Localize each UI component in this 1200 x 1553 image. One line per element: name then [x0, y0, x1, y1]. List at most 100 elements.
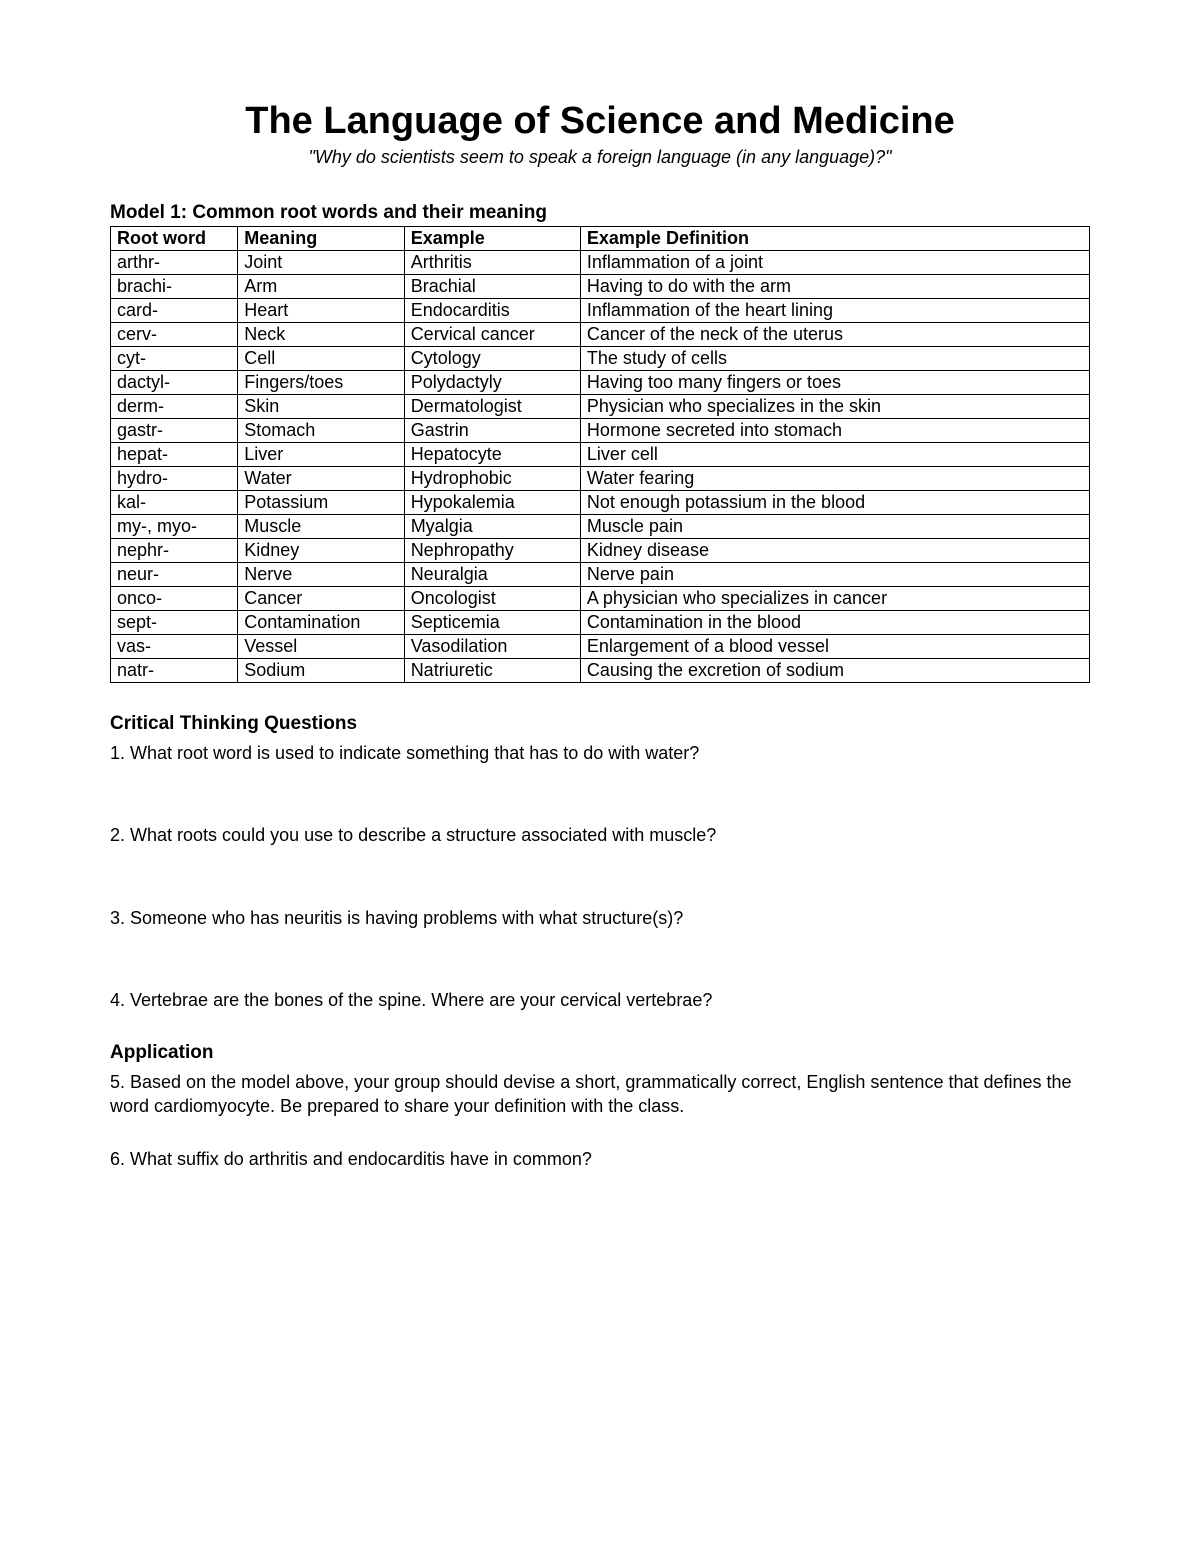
question-2: 2. What roots could you use to describe … — [110, 823, 1090, 847]
table-cell: The study of cells — [580, 347, 1089, 371]
table-cell: Neck — [238, 323, 404, 347]
application-heading: Application — [110, 1042, 1090, 1064]
col-header-example: Example — [404, 227, 580, 251]
page-title: The Language of Science and Medicine — [110, 100, 1090, 143]
table-cell: Physician who specializes in the skin — [580, 395, 1089, 419]
table-cell: Having to do with the arm — [580, 275, 1089, 299]
table-cell: Polydactyly — [404, 371, 580, 395]
table-cell: Not enough potassium in the blood — [580, 491, 1089, 515]
table-cell: cerv- — [111, 323, 238, 347]
col-header-definition: Example Definition — [580, 227, 1089, 251]
table-cell: Hydrophobic — [404, 467, 580, 491]
table-cell: Contamination — [238, 611, 404, 635]
table-cell: arthr- — [111, 251, 238, 275]
table-cell: Sodium — [238, 659, 404, 683]
table-cell: Cell — [238, 347, 404, 371]
table-cell: Fingers/toes — [238, 371, 404, 395]
table-cell: Cytology — [404, 347, 580, 371]
table-row: brachi-ArmBrachialHaving to do with the … — [111, 275, 1090, 299]
table-cell: nephr- — [111, 539, 238, 563]
table-cell: Cancer — [238, 587, 404, 611]
table-row: hepat-LiverHepatocyteLiver cell — [111, 443, 1090, 467]
table-cell: Vasodilation — [404, 635, 580, 659]
table-cell: Myalgia — [404, 515, 580, 539]
page-subtitle: "Why do scientists seem to speak a forei… — [110, 147, 1090, 168]
table-cell: Natriuretic — [404, 659, 580, 683]
table-row: natr-SodiumNatriureticCausing the excret… — [111, 659, 1090, 683]
table-cell: Nerve pain — [580, 563, 1089, 587]
table-cell: Hypokalemia — [404, 491, 580, 515]
table-row: cyt-CellCytologyThe study of cells — [111, 347, 1090, 371]
table-cell: Muscle — [238, 515, 404, 539]
table-row: cerv-NeckCervical cancerCancer of the ne… — [111, 323, 1090, 347]
table-cell: natr- — [111, 659, 238, 683]
question-3: 3. Someone who has neuritis is having pr… — [110, 906, 1090, 930]
table-cell: Endocarditis — [404, 299, 580, 323]
table-cell: Muscle pain — [580, 515, 1089, 539]
table-cell: Water fearing — [580, 467, 1089, 491]
table-row: gastr-StomachGastrinHormone secreted int… — [111, 419, 1090, 443]
table-cell: Skin — [238, 395, 404, 419]
table-row: sept-ContaminationSepticemiaContaminatio… — [111, 611, 1090, 635]
question-1: 1. What root word is used to indicate so… — [110, 741, 1090, 765]
table-cell: Joint — [238, 251, 404, 275]
table-row: hydro-WaterHydrophobicWater fearing — [111, 467, 1090, 491]
table-cell: brachi- — [111, 275, 238, 299]
table-row: dactyl-Fingers/toesPolydactylyHaving too… — [111, 371, 1090, 395]
model-heading: Model 1: Common root words and their mea… — [110, 202, 1090, 224]
table-cell: Liver — [238, 443, 404, 467]
table-cell: my-, myo- — [111, 515, 238, 539]
table-row: derm-SkinDermatologistPhysician who spec… — [111, 395, 1090, 419]
table-cell: Kidney — [238, 539, 404, 563]
table-cell: Inflammation of a joint — [580, 251, 1089, 275]
table-cell: Contamination in the blood — [580, 611, 1089, 635]
table-cell: Arm — [238, 275, 404, 299]
table-row: card-HeartEndocarditisInflammation of th… — [111, 299, 1090, 323]
table-cell: Potassium — [238, 491, 404, 515]
table-cell: Water — [238, 467, 404, 491]
table-cell: hydro- — [111, 467, 238, 491]
table-cell: Arthritis — [404, 251, 580, 275]
table-cell: Liver cell — [580, 443, 1089, 467]
table-cell: Kidney disease — [580, 539, 1089, 563]
table-cell: Gastrin — [404, 419, 580, 443]
table-cell: Nephropathy — [404, 539, 580, 563]
table-cell: Cervical cancer — [404, 323, 580, 347]
page: The Language of Science and Medicine "Wh… — [0, 0, 1200, 1231]
col-header-meaning: Meaning — [238, 227, 404, 251]
table-cell: dactyl- — [111, 371, 238, 395]
table-cell: onco- — [111, 587, 238, 611]
table-cell: Heart — [238, 299, 404, 323]
table-row: my-, myo-MuscleMyalgiaMuscle pain — [111, 515, 1090, 539]
table-cell: kal- — [111, 491, 238, 515]
table-cell: Brachial — [404, 275, 580, 299]
table-cell: Hormone secreted into stomach — [580, 419, 1089, 443]
table-row: neur-NerveNeuralgiaNerve pain — [111, 563, 1090, 587]
ctq-heading: Critical Thinking Questions — [110, 713, 1090, 735]
table-cell: derm- — [111, 395, 238, 419]
table-cell: Hepatocyte — [404, 443, 580, 467]
question-6: 6. What suffix do arthritis and endocard… — [110, 1147, 1090, 1171]
table-row: onco-CancerOncologistA physician who spe… — [111, 587, 1090, 611]
table-cell: gastr- — [111, 419, 238, 443]
table-cell: Inflammation of the heart lining — [580, 299, 1089, 323]
table-cell: Vessel — [238, 635, 404, 659]
table-cell: Cancer of the neck of the uterus — [580, 323, 1089, 347]
table-cell: sept- — [111, 611, 238, 635]
table-cell: Dermatologist — [404, 395, 580, 419]
table-cell: cyt- — [111, 347, 238, 371]
question-5: 5. Based on the model above, your group … — [110, 1070, 1090, 1119]
col-header-root: Root word — [111, 227, 238, 251]
table-cell: Oncologist — [404, 587, 580, 611]
table-header-row: Root word Meaning Example Example Defini… — [111, 227, 1090, 251]
table-cell: Nerve — [238, 563, 404, 587]
question-4: 4. Vertebrae are the bones of the spine.… — [110, 988, 1090, 1012]
table-cell: vas- — [111, 635, 238, 659]
table-row: vas-VesselVasodilationEnlargement of a b… — [111, 635, 1090, 659]
table-row: nephr-KidneyNephropathyKidney disease — [111, 539, 1090, 563]
table-cell: Neuralgia — [404, 563, 580, 587]
table-cell: Septicemia — [404, 611, 580, 635]
table-cell: card- — [111, 299, 238, 323]
table-row: kal-PotassiumHypokalemiaNot enough potas… — [111, 491, 1090, 515]
table-cell: Enlargement of a blood vessel — [580, 635, 1089, 659]
